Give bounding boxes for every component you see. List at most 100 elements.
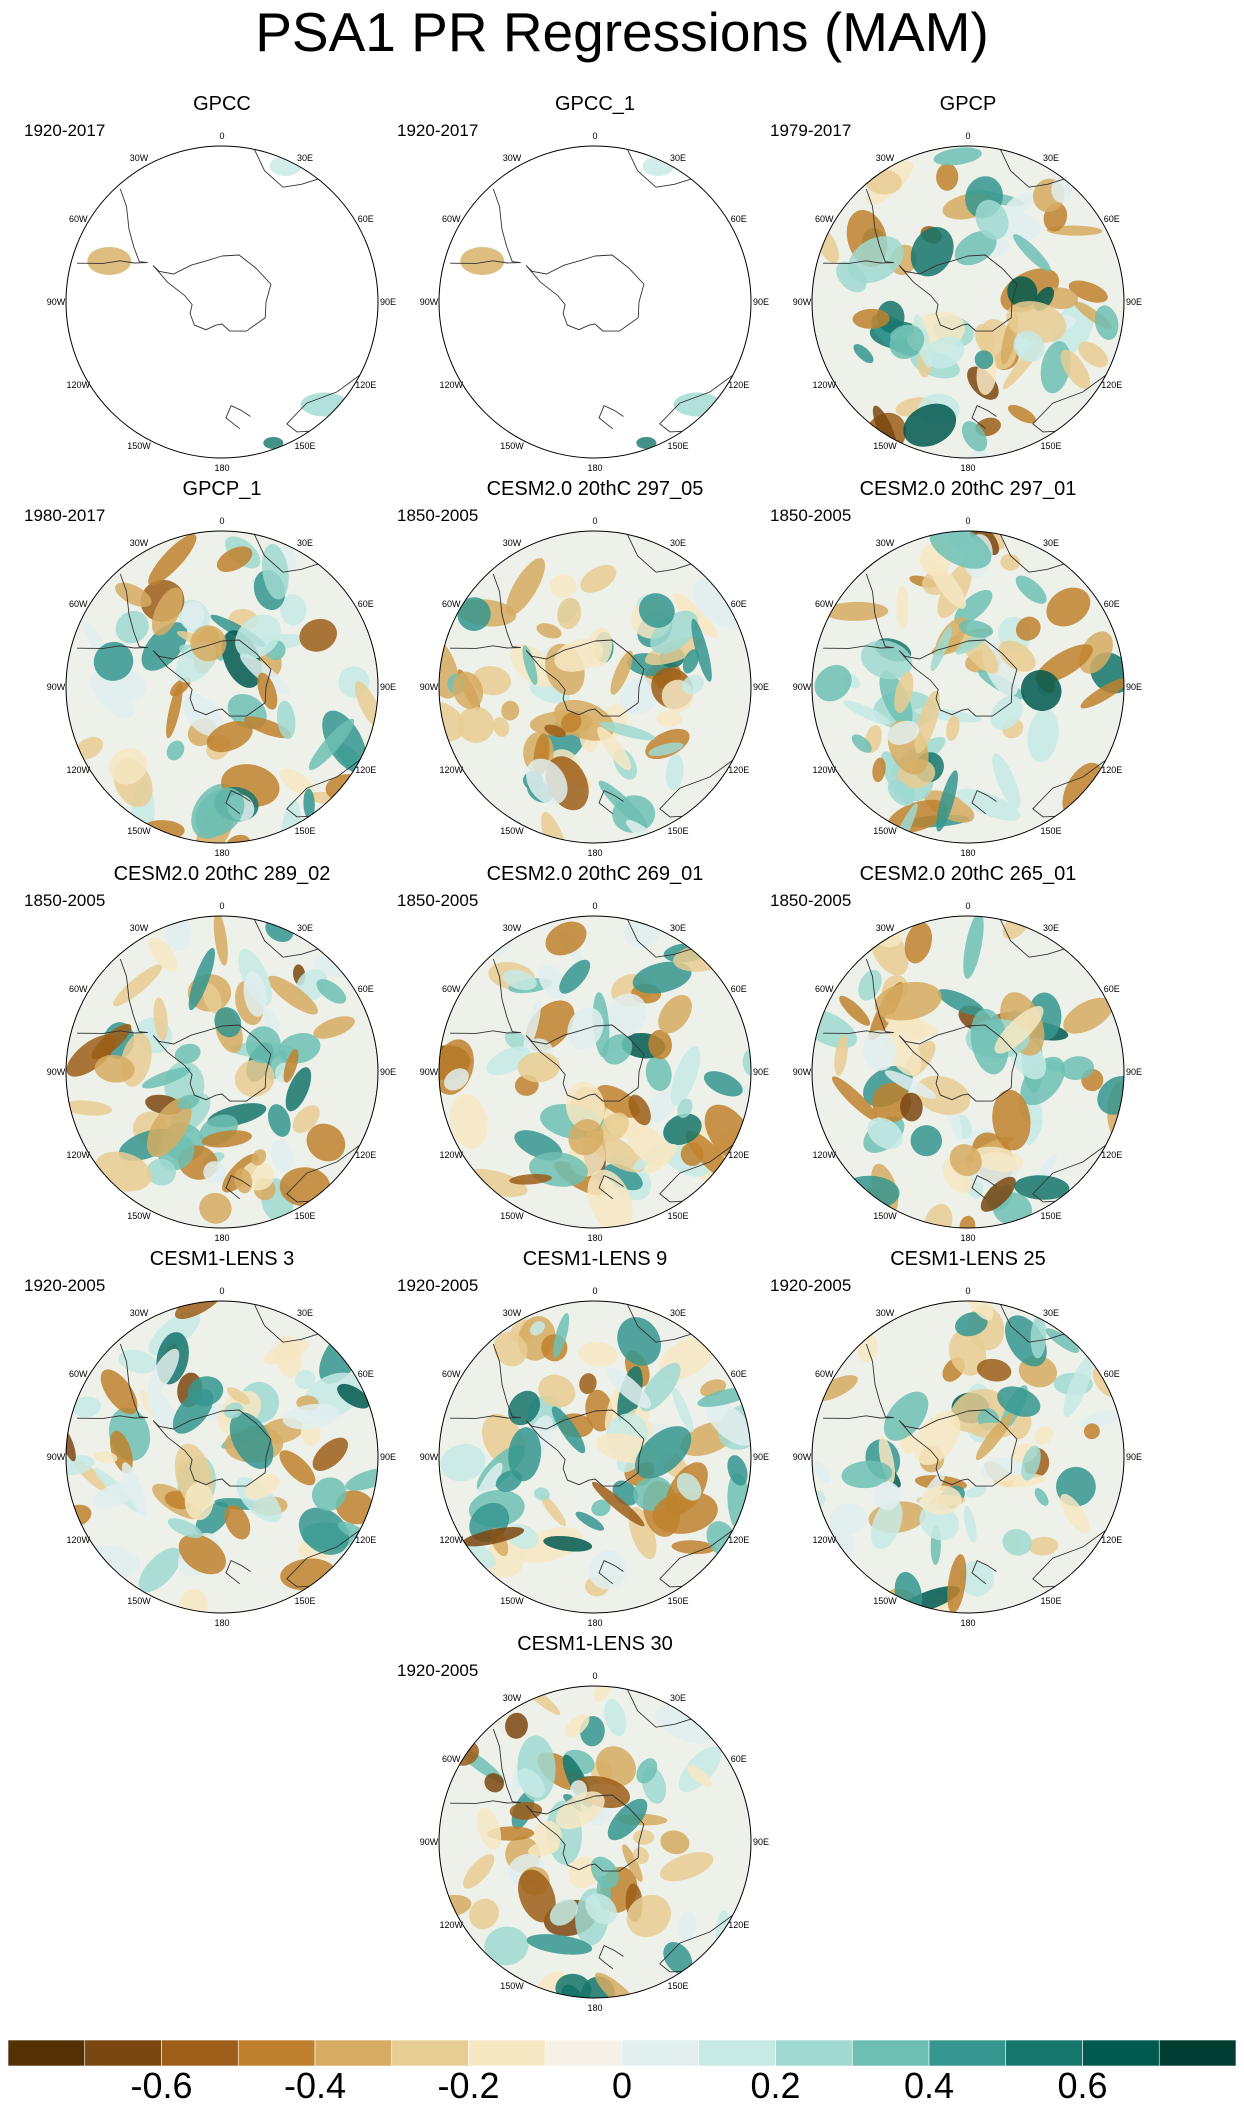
- panel-years: 1920-2017: [24, 121, 106, 140]
- colorbar-swatch: [928, 2040, 1007, 2066]
- longitude-label: 30E: [670, 1308, 686, 1318]
- panel-years: 1980-2017: [24, 506, 106, 525]
- longitude-label: 0: [965, 1286, 970, 1296]
- longitude-label: 60E: [1104, 599, 1120, 609]
- panel-years: 1920-2005: [397, 1276, 479, 1295]
- polar-map: 0 30E 60E 90E 120E 150E 180 150W 120W 90W 60W 30W: [47, 1286, 396, 1628]
- longitude-label: 30W: [503, 153, 522, 163]
- longitude-label: 150W: [873, 826, 897, 836]
- longitude-label: 90W: [47, 682, 66, 692]
- map-panel: CESM1-LENS 9 0 30E 60E 90E 120E 150E 180 150W 120…: [395, 1247, 795, 1632]
- colorbar-swatch: [1005, 2040, 1083, 2066]
- longitude-label: 60E: [358, 984, 374, 994]
- polar-map: 0 30E 60E 90E 120E 150E 180 150W 120W 90W 60W 30W: [47, 516, 396, 858]
- longitude-label: 90E: [380, 1067, 396, 1077]
- polar-map: 0 30E 60E 90E 120E 150E 180 150W 120W 90W 60W 30W: [47, 901, 396, 1243]
- longitude-label: 60W: [442, 599, 461, 609]
- longitude-label: 30W: [503, 538, 522, 548]
- polar-map: 0 30E 60E 90E 120E 150E 180 150W 120W 90W 60W 30W: [793, 901, 1142, 1243]
- longitude-label: 90W: [420, 1837, 439, 1847]
- longitude-label: 90E: [753, 1452, 769, 1462]
- longitude-label: 0: [965, 131, 970, 141]
- panel-title: CESM2.0 20thC 297_01: [859, 478, 1077, 500]
- longitude-label: 30E: [1043, 923, 1059, 933]
- colorbar-swatch: [1158, 2040, 1236, 2066]
- longitude-label: 150W: [873, 441, 897, 451]
- longitude-label: 90E: [753, 682, 769, 692]
- longitude-label: 60E: [731, 1754, 747, 1764]
- longitude-label: 150W: [873, 1211, 897, 1221]
- longitude-label: 120E: [1101, 380, 1122, 390]
- longitude-label: 120W: [66, 380, 90, 390]
- map-panel: GPCP 0 30E 60E 90E 120E 150E 180 150W 120W 90W 60W 3…: [768, 92, 1168, 477]
- colorbar-swatch: [468, 2040, 546, 2066]
- longitude-label: 0: [965, 901, 970, 911]
- colorbar-tick-label: 0.6: [1057, 2065, 1108, 2106]
- longitude-label: 30E: [297, 923, 313, 933]
- longitude-label: 30W: [130, 153, 149, 163]
- panel-years: 1850-2005: [24, 891, 106, 910]
- longitude-label: 60W: [69, 1369, 88, 1379]
- longitude-label: 30E: [1043, 153, 1059, 163]
- colorbar-swatch: [8, 2040, 86, 2066]
- panel-years: 1850-2005: [397, 891, 479, 910]
- longitude-label: 30E: [1043, 1308, 1059, 1318]
- longitude-label: 60W: [69, 599, 88, 609]
- longitude-label: 90E: [1126, 682, 1142, 692]
- longitude-label: 60W: [442, 984, 461, 994]
- longitude-label: 150W: [873, 1596, 897, 1606]
- longitude-label: 30W: [876, 153, 895, 163]
- longitude-label: 120W: [812, 1535, 836, 1545]
- longitude-label: 60E: [731, 214, 747, 224]
- longitude-label: 180: [214, 848, 229, 858]
- longitude-label: 150E: [1040, 1211, 1061, 1221]
- longitude-label: 150E: [1040, 1596, 1061, 1606]
- longitude-label: 30W: [503, 923, 522, 933]
- colorbar-swatch: [1082, 2040, 1160, 2066]
- longitude-label: 60E: [1104, 984, 1120, 994]
- map-panel: CESM2.0 20thC 289_02 0 30E 60E 90E 120E 150E 18…: [22, 862, 422, 1247]
- longitude-label: 90W: [47, 1452, 66, 1462]
- longitude-label: 0: [965, 516, 970, 526]
- longitude-label: 120E: [1101, 765, 1122, 775]
- longitude-label: 150E: [1040, 826, 1061, 836]
- longitude-label: 90E: [1126, 1452, 1142, 1462]
- colorbar-tick-label: 0.4: [903, 2065, 955, 2106]
- longitude-label: 0: [592, 131, 597, 141]
- map-panel: GPCP_1 0 30E 60E 90E 120E 150E 180 150W 120W 90W 60…: [22, 477, 422, 862]
- longitude-label: 180: [214, 463, 229, 473]
- longitude-label: 120E: [728, 380, 749, 390]
- colorbar-swatch: [161, 2040, 239, 2066]
- longitude-label: 120E: [1101, 1535, 1122, 1545]
- longitude-label: 90E: [380, 1452, 396, 1462]
- panel-years: 1850-2005: [397, 506, 479, 525]
- longitude-label: 150E: [1040, 441, 1061, 451]
- panel-years: 1920-2005: [770, 1276, 852, 1295]
- longitude-label: 150W: [127, 1596, 151, 1606]
- longitude-label: 180: [960, 463, 975, 473]
- panel-title: CESM1-LENS 9: [522, 1248, 668, 1270]
- colorbar-swatch: [698, 2040, 776, 2066]
- longitude-label: 0: [592, 901, 597, 911]
- colorbar-swatch: [621, 2040, 700, 2066]
- longitude-label: 0: [219, 131, 224, 141]
- longitude-label: 120W: [439, 1920, 463, 1930]
- longitude-label: 0: [219, 1286, 224, 1296]
- longitude-label: 60W: [442, 214, 461, 224]
- longitude-label: 90E: [380, 297, 396, 307]
- longitude-label: 30W: [130, 923, 149, 933]
- longitude-label: 180: [587, 848, 602, 858]
- colorbar-swatch: [84, 2040, 162, 2066]
- map-panel: CESM2.0 20thC 265_01 0 30E 60E 90E 120E 150E 18…: [768, 862, 1168, 1247]
- longitude-label: 90E: [1126, 1067, 1142, 1077]
- longitude-label: 60E: [358, 214, 374, 224]
- longitude-label: 60W: [815, 984, 834, 994]
- panel-title: CESM2.0 20thC 269_01: [486, 863, 704, 885]
- longitude-label: 120E: [728, 1920, 749, 1930]
- longitude-label: 150W: [500, 1596, 524, 1606]
- map-panel: CESM2.0 20thC 269_01 0 30E 60E 90E 120E 150E 18…: [395, 862, 795, 1247]
- longitude-label: 0: [592, 516, 597, 526]
- longitude-label: 60W: [442, 1369, 461, 1379]
- longitude-label: 90W: [420, 682, 439, 692]
- longitude-label: 60W: [69, 214, 88, 224]
